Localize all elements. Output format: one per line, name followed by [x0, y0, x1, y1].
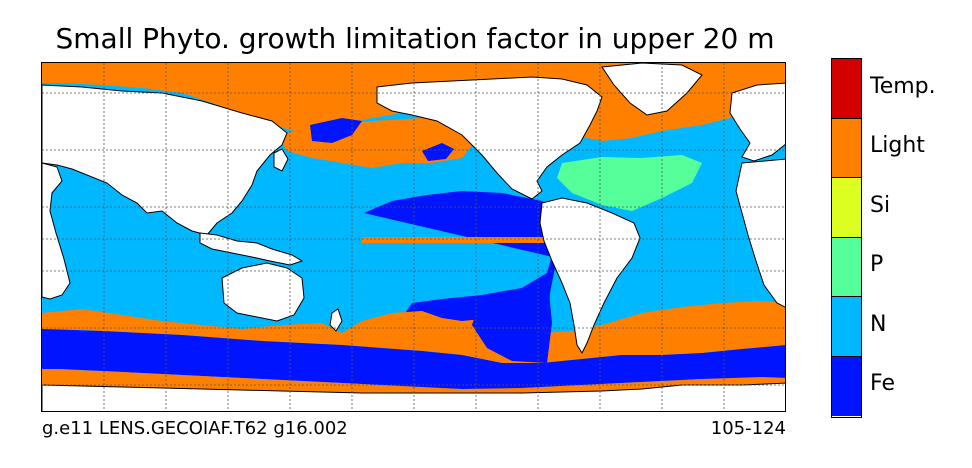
- fe-region-north-pacific: [310, 118, 362, 143]
- p-region-atlantic: [557, 155, 702, 211]
- legend-swatch-light: [832, 118, 861, 178]
- legend-swatch-fe: [832, 356, 861, 416]
- legend-label-light: Light: [870, 133, 925, 159]
- legend-colorbar: [831, 58, 862, 418]
- fe-region-south-pacific-tongue: [472, 273, 552, 363]
- map-title: Small Phyto. growth limitation factor in…: [55, 22, 775, 55]
- legend-label-si: Si: [870, 192, 891, 218]
- legend-label-fe: Fe: [870, 371, 895, 397]
- land-new-zealand: [329, 308, 343, 332]
- limitation-map: [41, 62, 786, 412]
- legend-swatch-p: [832, 237, 861, 297]
- light-region-equator: [362, 237, 552, 243]
- legend-label-temp: Temp.: [870, 73, 936, 99]
- land-south-america: [539, 197, 641, 355]
- legend-swatch-n: [832, 297, 861, 357]
- light-region-south: [42, 301, 785, 363]
- map-gridlines: [42, 63, 785, 411]
- land-africa-east-side: [735, 158, 785, 308]
- land-europe: [729, 82, 785, 162]
- land-eurasia: [42, 84, 288, 236]
- land-masses: [42, 63, 785, 411]
- land-indonesia: [199, 232, 304, 266]
- legend-swatch-temp: [832, 59, 861, 119]
- case-name-label: g.e11 LENS.GECOIAF.T62 g16.002: [42, 418, 348, 439]
- map-canvas: [42, 63, 785, 411]
- fe-region-alaska: [422, 143, 454, 161]
- legend-swatch-si: [832, 178, 861, 238]
- land-africa: [42, 162, 71, 300]
- years-label: 105-124: [710, 418, 786, 439]
- legend-label-p: P: [870, 252, 884, 278]
- land-north-america: [376, 76, 603, 200]
- land-japan: [273, 148, 289, 172]
- land-australia: [221, 262, 305, 322]
- legend-label-n: N: [870, 311, 887, 337]
